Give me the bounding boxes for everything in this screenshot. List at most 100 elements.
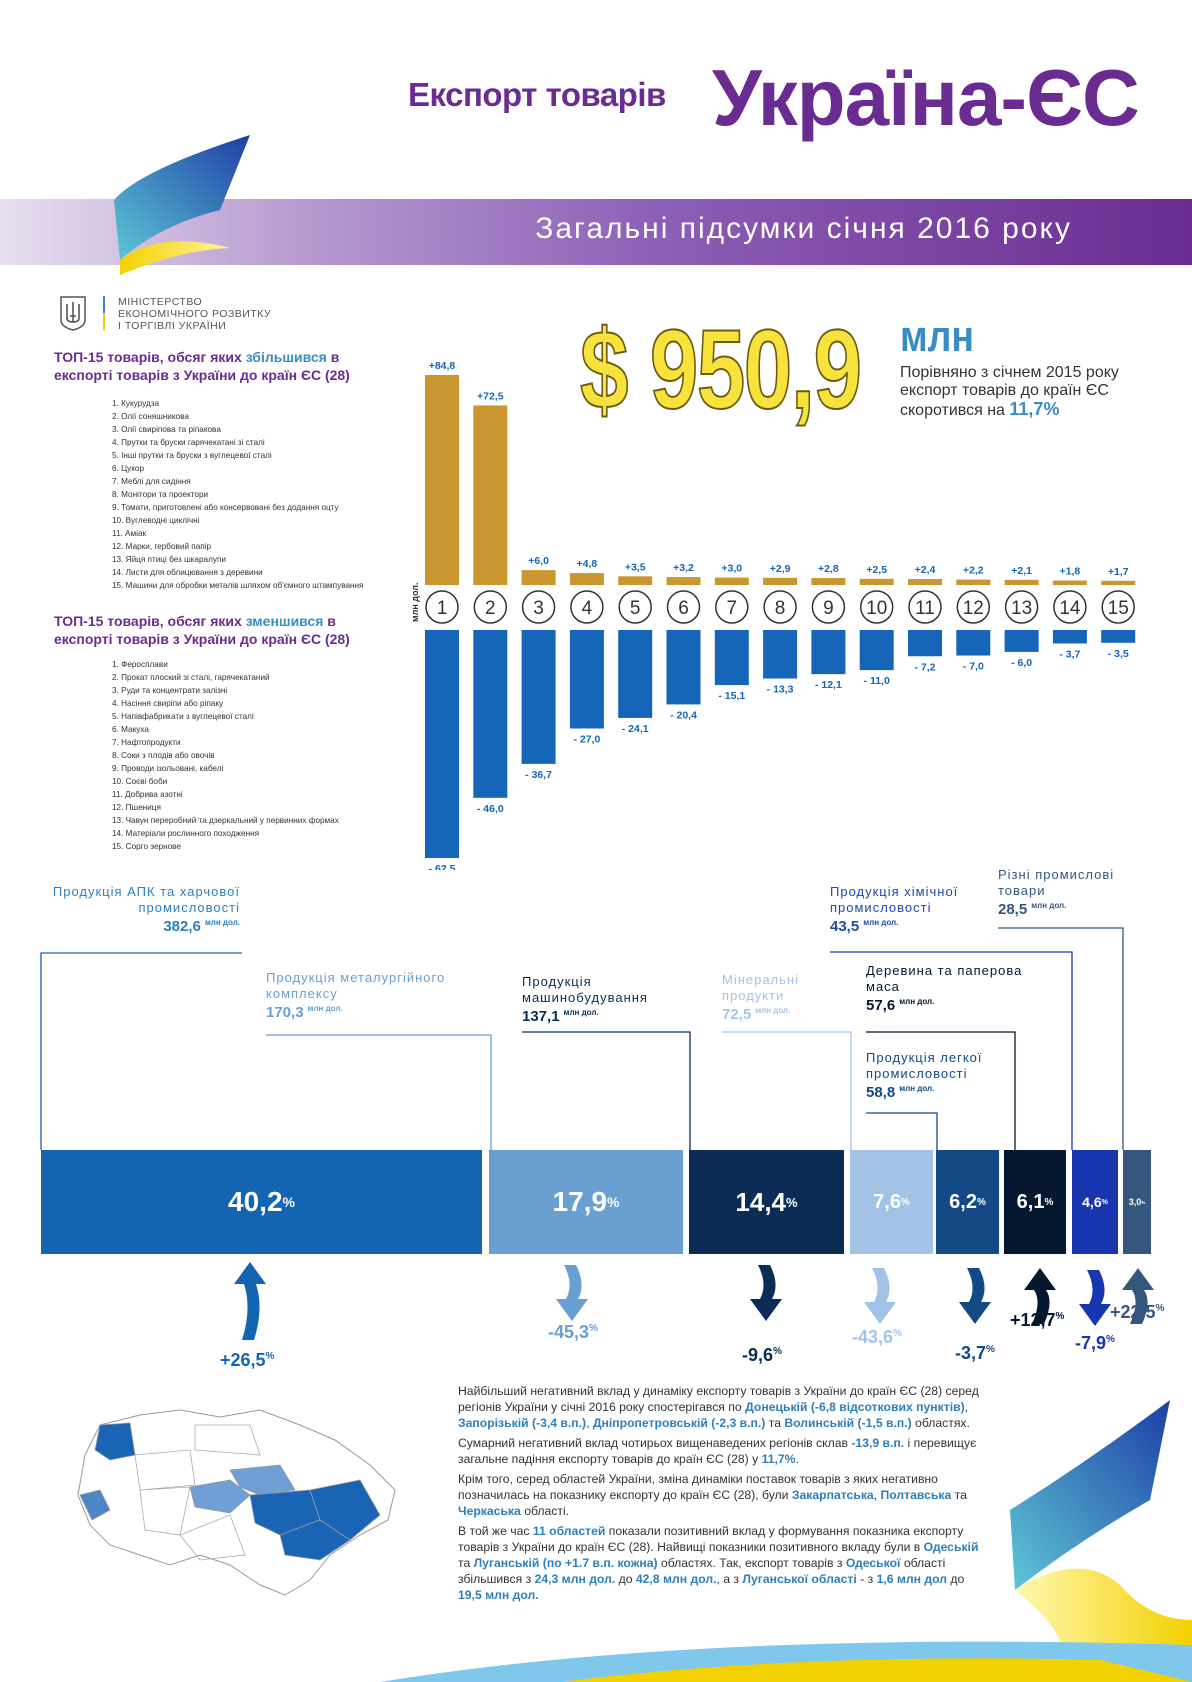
text-run: показали позитивний вклад у формування п… <box>458 1524 964 1554</box>
segment-share: 17,9 <box>552 1186 608 1217</box>
decrease-bar <box>1004 630 1039 652</box>
list-title-part: в експорті товарів з України до країн ЄС… <box>54 613 350 647</box>
list-item: 3. Руди та концентрати залізні <box>112 686 228 695</box>
category-value-number: 57,6 <box>866 997 896 1014</box>
category-value-unit: млн дол. <box>307 1004 343 1013</box>
list-title-highlight: збільшився <box>245 349 327 365</box>
decrease-bar <box>618 630 653 718</box>
category-label: Продукція машинобудування 137,1 млн дол. <box>522 974 702 1025</box>
percent-sign: % <box>986 1344 995 1355</box>
category-name: Продукція металургійного комплексу <box>266 970 446 1001</box>
category-label: Деревина та паперова маса 57,6 млн дол. <box>866 963 1026 1014</box>
increase-value-label: +84,8 <box>429 360 456 372</box>
list-item: 6. Макуха <box>112 725 149 734</box>
list-item: 5. Інші прутки та бруски з вуглецевої ст… <box>112 451 272 460</box>
increase-value-label: +2,2 <box>963 565 984 577</box>
category-circle <box>425 590 459 624</box>
text-run: . <box>795 1452 799 1466</box>
text-run: до <box>615 1572 636 1586</box>
list-item: 4. Прутки та бруски гарячекатані зі стал… <box>112 438 265 447</box>
text-run: Крім того, серед областей України, зміна… <box>458 1472 938 1502</box>
category-value: 382,6 млн дол. <box>40 918 240 935</box>
decrease-value-label: - 20,4 <box>670 709 697 721</box>
category-value-unit: млн дол. <box>563 1008 599 1017</box>
category-circle <box>618 590 652 624</box>
total-unit: млн <box>900 312 975 361</box>
category-tick-label: 6 <box>678 598 689 619</box>
decrease-value-label: - 62,5 <box>429 863 456 870</box>
decrease-value-label: - 7,2 <box>914 661 935 673</box>
category-circle <box>666 590 701 624</box>
text-run: області. <box>520 1504 570 1518</box>
map-region-zaporizhzhia <box>279 1519 351 1561</box>
increase-value-label: +2,4 <box>915 564 936 576</box>
increase-value-label: +2,8 <box>818 563 839 575</box>
category-circle <box>1101 590 1135 624</box>
text-run: та <box>951 1488 967 1502</box>
ukraine-regions-map <box>77 1409 396 1596</box>
category-circle <box>521 590 556 624</box>
arrow-down-icon <box>959 1268 991 1324</box>
increase-bar <box>859 578 894 585</box>
decrease-bar <box>859 630 894 671</box>
category-name: Продукція легкої промисловості <box>866 1050 983 1081</box>
increase-bar <box>569 573 604 585</box>
increase-bar <box>908 579 942 585</box>
category-value-unit: млн дол. <box>204 918 240 927</box>
text-highlight: Закарпатська <box>791 1488 874 1502</box>
list-title-part: в експорті товарів з України до країн ЄС… <box>54 349 350 383</box>
category-label: Продукція АПК та харчової промисловості 3… <box>40 884 240 935</box>
text-highlight: Одеській <box>923 1540 979 1554</box>
percent-sign: % <box>900 1196 910 1208</box>
change-value: -43,6 <box>852 1327 894 1347</box>
list-item: 4. Насіння свиріпи або ріпаку <box>112 699 224 708</box>
increase-bar <box>1004 579 1039 585</box>
structure-segment: 7,6% <box>850 1150 933 1254</box>
decrease-bar <box>714 630 749 686</box>
list-item: 12. Марки, гербовий папір <box>112 542 212 551</box>
comparison-text: Порівняно з січнем 2015 року експорт тов… <box>900 364 1160 420</box>
list-item: 13. Яйця птиці без шкаралупи <box>112 555 226 564</box>
percent-sign: % <box>1055 1311 1065 1322</box>
paragraph-2: Сумарний негативний вклад чотирьох вищен… <box>458 1435 980 1467</box>
increase-bar <box>714 577 749 585</box>
category-name: Продукція АПК та харчової промисловості <box>52 884 240 915</box>
decrease-list-title: ТОП-15 товарів, обсяг яких зменшився в е… <box>54 612 394 648</box>
text-run: , <box>586 1416 593 1430</box>
increase-value-label: +3,0 <box>721 563 742 575</box>
category-value-number: 170,3 <box>266 1004 304 1021</box>
category-value-number: 28,5 <box>998 901 1028 918</box>
change-label: +22,5% <box>1110 1302 1164 1323</box>
increase-bar <box>1101 580 1136 585</box>
title-ukraine-eu: Україна-ЄС <box>712 53 1140 142</box>
percent-sign: % <box>1106 1334 1115 1345</box>
change-value: +22,5 <box>1110 1302 1156 1322</box>
decrease-value-label: - 3,5 <box>1108 648 1129 660</box>
list-title-part: ТОП-15 товарів, обсяг яких <box>54 613 246 629</box>
category-tick-label: 14 <box>1059 598 1081 619</box>
increase-bar <box>666 577 701 585</box>
increase-bar <box>618 576 653 585</box>
text-run: В той же час <box>458 1524 533 1538</box>
text-run: до <box>947 1572 965 1586</box>
text-highlight: Луганській (по +1.7 в.п. кожна) <box>473 1556 658 1570</box>
category-circle <box>956 590 991 624</box>
category-tick-label: 8 <box>775 598 786 619</box>
change-label: +26,5% <box>220 1350 274 1371</box>
category-label: Продукція легкої промисловості 58,8 млн до… <box>866 1050 1026 1101</box>
ministry-name: МІНІСТЕРСТВО ЕКОНОМІЧНОГО РОЗВИТКУ І ТОР… <box>118 296 271 332</box>
list-item: 14. Матеріали рослинного походження <box>112 829 260 838</box>
decrease-bar <box>1101 630 1136 643</box>
category-value-unit: млн дол. <box>863 918 899 927</box>
category-name: Продукція машинобудування <box>522 974 648 1005</box>
list-item: 9. Томати, приготовлені або консервовані… <box>112 503 339 512</box>
percent-sign: % <box>1044 1196 1054 1208</box>
decrease-bar <box>1052 630 1087 644</box>
decrease-value-label: - 27,0 <box>573 733 600 745</box>
decrease-bar <box>956 630 991 656</box>
arrow-down-icon <box>556 1265 588 1321</box>
list-item: 15. Сорго зернове <box>112 842 181 851</box>
text-highlight: 42,8 млн дол. <box>635 1572 717 1586</box>
text-highlight: 11,7% <box>761 1452 796 1466</box>
